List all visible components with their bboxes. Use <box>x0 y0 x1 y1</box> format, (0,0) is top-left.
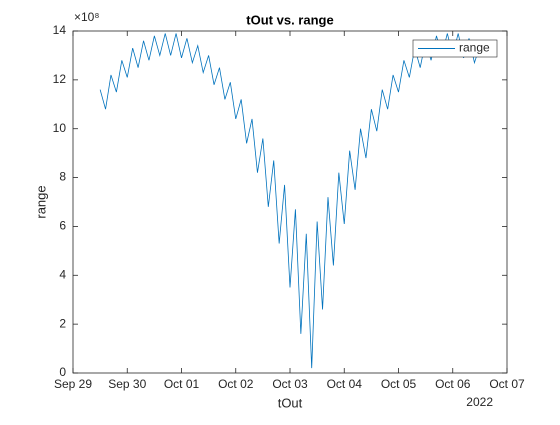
plot-area <box>72 30 508 374</box>
x-tick-label: Oct 07 <box>489 377 525 391</box>
x-axis-label: tOut <box>278 395 303 410</box>
x-tick-label: Sep 29 <box>54 377 92 391</box>
y-tick-label: 0 <box>59 365 66 379</box>
legend-label: range <box>459 41 490 55</box>
x-tick-label: Oct 05 <box>381 377 417 391</box>
y-tick-label: 6 <box>59 219 66 233</box>
y-tick-label: 8 <box>59 170 66 184</box>
y-tick-label: 12 <box>53 72 67 86</box>
y-tick-label: 4 <box>59 267 66 281</box>
y-axis-label: range <box>33 185 48 218</box>
y-tick-label: 14 <box>53 23 67 37</box>
x-tick-label: Oct 03 <box>272 377 308 391</box>
y-tick-label: 10 <box>53 121 67 135</box>
y-exponent: ×10⁸ <box>74 10 99 24</box>
chart-title: tOut vs. range <box>246 12 333 27</box>
x-tick-label: Oct 01 <box>164 377 200 391</box>
x-tick-label: Oct 02 <box>218 377 254 391</box>
y-tick-label: 2 <box>59 316 66 330</box>
x-year-label: 2022 <box>466 395 493 409</box>
x-tick-label: Oct 06 <box>435 377 471 391</box>
x-tick-label: Sep 30 <box>108 377 146 391</box>
x-tick-label: Oct 04 <box>327 377 363 391</box>
